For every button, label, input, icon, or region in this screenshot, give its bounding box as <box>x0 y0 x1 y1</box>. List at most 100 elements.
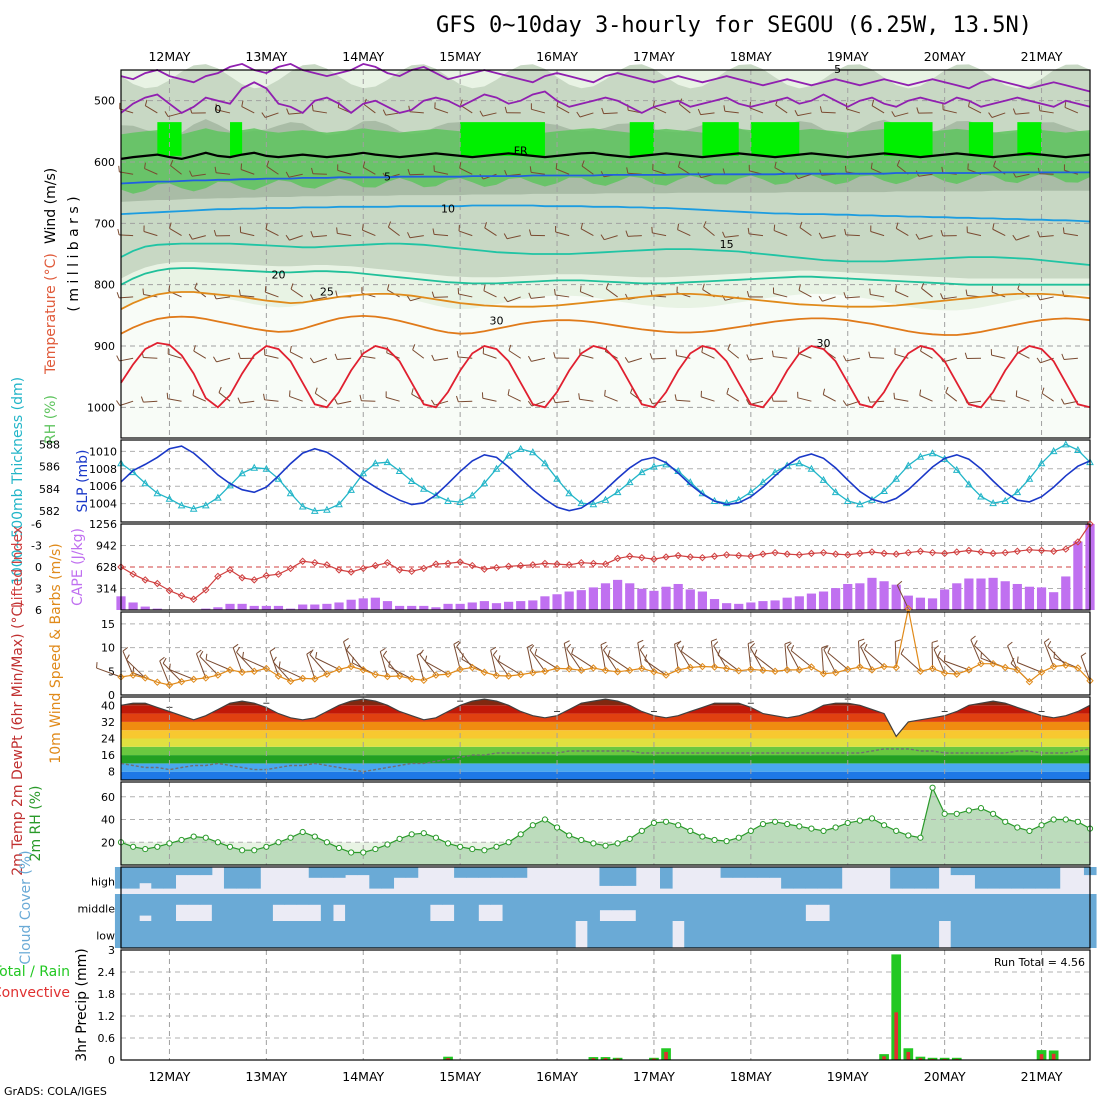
upper-wind-barb <box>241 106 255 114</box>
wind10m-barb-flag <box>490 646 497 651</box>
pressure-axis-title: ( m i l l i b a r s ) <box>66 196 82 311</box>
wind10m-point <box>698 662 707 671</box>
wind10m-barb <box>425 661 449 675</box>
lifted-index-point <box>311 558 319 567</box>
rh2m-point <box>1014 824 1021 831</box>
upper-wind-barb-flag <box>528 292 532 299</box>
rh2m-area <box>121 787 1090 865</box>
cape-bar <box>927 598 938 610</box>
thickness-point <box>880 486 888 494</box>
upper-wind-barb <box>799 227 812 237</box>
thickness-point <box>395 466 404 475</box>
upper-wind-barb-flag <box>747 227 750 234</box>
cloud-bar-middle <box>248 894 261 921</box>
rh2m-point <box>335 844 343 852</box>
isotherm-label: FR <box>514 145 528 158</box>
upper-wind-barb-flag <box>411 388 414 395</box>
cloud-bar-high <box>756 867 770 878</box>
wind10m-point <box>795 666 804 674</box>
rh2m-point <box>638 827 645 834</box>
top-date-labels: 12MAY 13MAY 14MAY 15MAY 16MAY 17MAY 18MAY 19MAY… <box>148 49 1062 64</box>
wind10m-barb-flag <box>860 642 866 647</box>
upper-wind-barb-flag <box>164 111 169 117</box>
upper-wind-barb-flag <box>289 345 292 353</box>
cloud-bar-middle <box>1047 894 1061 921</box>
wind10m-barb <box>639 649 655 673</box>
wind10m-barb-flag <box>637 639 644 644</box>
upper-wind-barb <box>821 111 836 114</box>
wind10m-point <box>165 681 174 689</box>
cloud-bar-middle <box>853 894 867 921</box>
upper-wind-barb-flag <box>1036 294 1041 301</box>
wind10m-barb-flag <box>380 647 386 652</box>
rh2m-point <box>820 827 827 834</box>
upper-wind-barb-flag <box>213 356 217 363</box>
upper-wind-barb-flag <box>1064 101 1067 108</box>
lifted-index-point <box>456 558 464 566</box>
wind10m-barb-flag <box>1016 656 1019 663</box>
upper-wind-barb <box>191 173 206 177</box>
wind10m-barb-flag <box>680 645 684 652</box>
slp-tick-label: 1008 <box>89 463 117 476</box>
cloud-bar-high <box>175 867 189 876</box>
upper-wind-barb <box>385 396 400 402</box>
upper-wind-barb-flag <box>188 233 193 240</box>
upper-wind-barb-flag <box>578 393 581 400</box>
cape-bar <box>1000 581 1010 610</box>
wind10m-barb-flag <box>896 580 903 586</box>
upper-wind-barb-flag <box>869 288 871 295</box>
cloud-bar-low <box>478 921 491 948</box>
upper-air-ylabel-part: Temperature (°C) <box>43 253 59 375</box>
cape-bar <box>976 578 986 610</box>
upper-wind-barb-flag <box>799 221 803 228</box>
wind10m-barb <box>566 648 582 671</box>
wind10m-barb-flag <box>639 644 645 651</box>
wind10m-point <box>892 663 900 672</box>
cape-bar <box>600 583 611 610</box>
panel-frame <box>120 611 1091 696</box>
upper-wind-barb-flag <box>774 161 777 168</box>
upper-wind-barb-flag <box>237 397 241 404</box>
lifted-cape-panel: 314 628 942 1256 -6 -3 0 3 6 Lifted Index CAPE (J/… <box>10 518 1095 617</box>
precip-ylabel: 3hr Precip (mm) <box>74 948 90 1061</box>
cape-bar <box>782 597 792 610</box>
wind10m-barb-flag <box>232 643 239 649</box>
cloud-bar-middle <box>502 894 516 921</box>
wind10m-barb <box>315 657 340 670</box>
thickness-point <box>795 459 804 467</box>
wind10m-point <box>831 669 840 677</box>
upper-wind-barb <box>167 398 182 402</box>
upper-wind-barb-flag <box>214 166 217 173</box>
cape-bar <box>879 581 889 610</box>
upper-wind-barb-flag <box>794 110 799 116</box>
cape-bar <box>467 602 477 610</box>
upper-wind-barb <box>918 235 933 240</box>
thickness-point <box>613 488 622 496</box>
lifted-index-point <box>298 557 307 565</box>
cloud-bar-low <box>781 921 794 948</box>
cape-bar <box>419 605 429 610</box>
lifted-index-point <box>638 553 646 562</box>
thickness-point <box>468 491 477 499</box>
wind10m-barb <box>453 644 461 670</box>
wind10m-barb <box>388 666 412 680</box>
temp-ylabel-group: 2m Temp 2m DewPt (6hr Min/Max) (°C) <box>10 601 26 876</box>
panel-frame <box>120 523 1091 611</box>
upper-wind-barb-flag <box>581 160 585 167</box>
cloud-bar-high <box>599 867 613 886</box>
upper-wind-barb <box>652 232 667 237</box>
wind10m-point <box>928 664 937 673</box>
cloud-bar-low <box>563 921 576 948</box>
date-label-bottom: 14MAY <box>342 1069 384 1084</box>
upper-wind-barb <box>289 395 303 402</box>
rh2m-point <box>348 849 355 856</box>
cloud-bar-high <box>769 867 782 878</box>
thickness-point <box>771 468 779 476</box>
cloud-bar-low <box>974 921 988 948</box>
cloud-bar-middle <box>284 894 298 905</box>
rh2m-point <box>251 847 258 854</box>
upper-wind-barb-flag <box>580 222 584 229</box>
upper-wind-barb <box>653 106 667 114</box>
lifted-index-point <box>710 552 719 560</box>
wind10m-barb <box>784 643 788 670</box>
